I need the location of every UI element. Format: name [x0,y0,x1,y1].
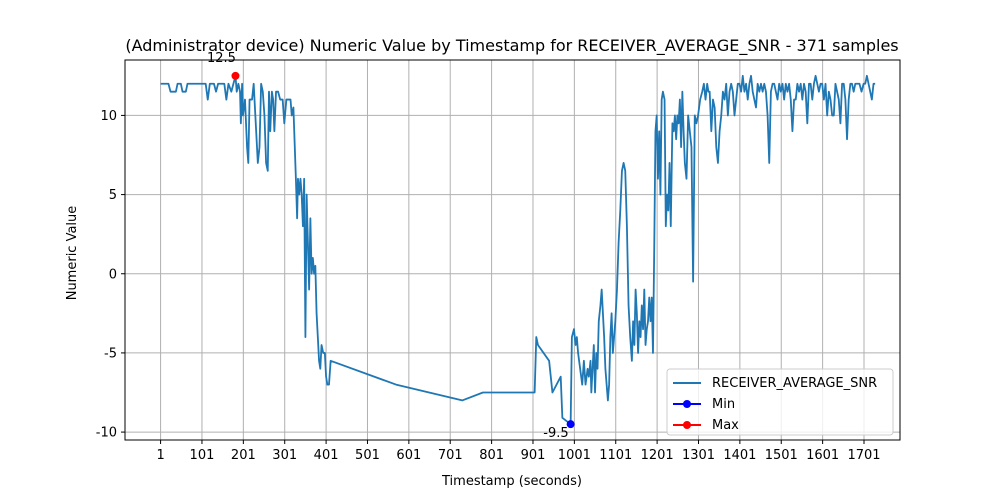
x-tick-label: 1101 [599,448,632,463]
y-axis: -10 -5 0 5 10 [96,109,125,441]
y-axis-label: Numeric Value [65,206,80,301]
x-tick-label: 601 [396,448,421,463]
y-tick-label: -5 [104,346,117,361]
x-axis-label: Timestamp (seconds) [441,474,582,489]
legend-min-label: Min [712,397,735,412]
legend-box [666,368,894,436]
series-line-receiver-average-snr [160,74,876,426]
legend: RECEIVER_AVERAGE_SNR Min Max [666,368,894,436]
x-tick-label: 1201 [641,448,674,463]
series-layer [160,74,876,426]
x-tick-label: 501 [355,448,380,463]
legend-max-swatch-dot [683,421,691,429]
x-tick-label: 901 [521,448,546,463]
chart-title: (Administrator device) Numeric Value by … [125,36,898,56]
y-tick-label: -10 [96,426,117,441]
x-tick-label: 201 [231,448,256,463]
max-point-label: 12.5 [207,51,236,66]
x-tick-label: 301 [272,448,297,463]
markers-layer: -9.5 12.5 [207,51,575,441]
y-tick-label: 0 [109,267,117,282]
min-point-label: -9.5 [543,426,568,441]
x-tick-label: 1001 [558,448,591,463]
x-tick-label: 1701 [847,448,880,463]
x-tick-label: 1 [156,448,164,463]
y-tick-label: 5 [109,188,117,203]
max-point [231,71,240,80]
legend-min-swatch-dot [683,400,691,408]
x-tick-label: 801 [479,448,504,463]
plot-frame [124,59,901,441]
legend-series-label: RECEIVER_AVERAGE_SNR [712,376,877,391]
x-tick-label: 1601 [806,448,839,463]
x-tick-label: 101 [190,448,215,463]
x-tick-label: 401 [314,448,339,463]
y-tick-label: 10 [100,109,117,124]
x-tick-label: 701 [438,448,463,463]
x-axis: 1 101 201 301 401 501 601 701 801 901 1001 1101 1201… [156,440,881,463]
min-point [566,420,575,429]
x-tick-label: 1401 [723,448,756,463]
x-tick-label: 1301 [682,448,715,463]
x-tick-label: 1501 [765,448,798,463]
legend-max-label: Max [712,418,739,433]
